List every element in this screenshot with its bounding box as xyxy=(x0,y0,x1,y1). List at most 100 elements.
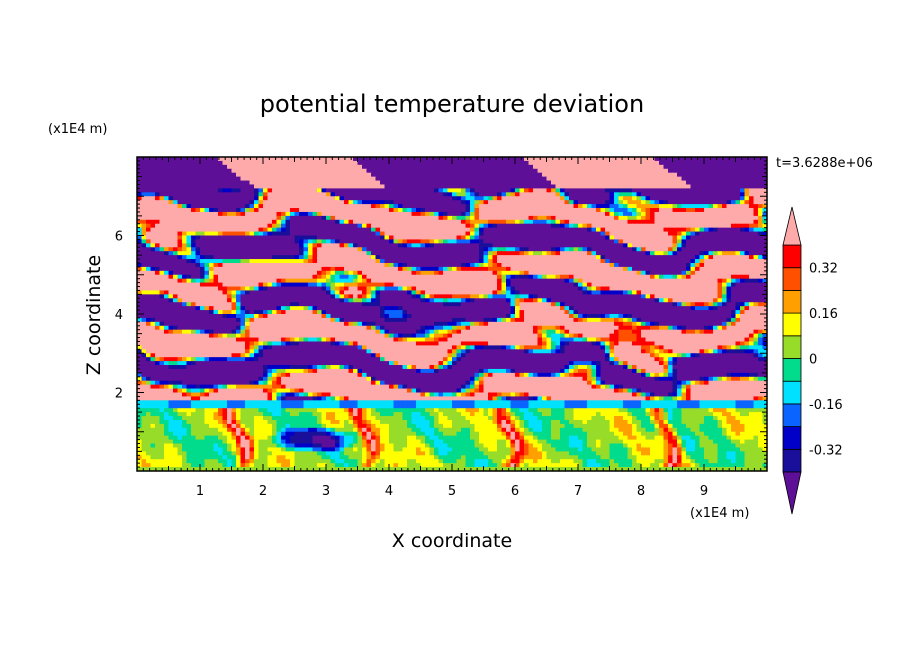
field-cell xyxy=(596,278,602,284)
field-cell xyxy=(537,219,543,225)
field-cell xyxy=(672,192,678,197)
field-cell xyxy=(591,176,597,182)
field-cell xyxy=(420,282,426,288)
field-cell xyxy=(672,204,678,209)
field-cell xyxy=(290,211,296,217)
field-cell xyxy=(573,157,579,162)
field-cell xyxy=(402,274,408,280)
field-cell xyxy=(366,231,372,237)
field-cell xyxy=(443,247,449,252)
field-cell xyxy=(407,168,413,174)
field-cell xyxy=(416,266,422,272)
field-cell xyxy=(587,259,593,264)
field-cell xyxy=(177,215,183,221)
field-cell xyxy=(758,227,764,233)
field-cell xyxy=(461,172,467,178)
field-cell xyxy=(699,262,705,268)
field-cell xyxy=(245,223,251,229)
field-cell xyxy=(668,262,674,268)
field-cell xyxy=(596,172,602,178)
field-cell xyxy=(654,160,660,166)
field-cell xyxy=(465,231,471,237)
field-cell xyxy=(254,255,260,260)
field-cell xyxy=(416,196,422,201)
field-cell xyxy=(506,282,512,288)
field-cell xyxy=(263,188,269,193)
field-cell xyxy=(254,270,260,276)
field-cell xyxy=(164,172,170,178)
field-cell xyxy=(335,211,341,217)
field-cell xyxy=(344,200,350,205)
field-cell xyxy=(299,208,305,213)
field-cell xyxy=(722,282,728,288)
field-cell xyxy=(182,164,188,170)
field-cell xyxy=(731,259,737,264)
field-cell xyxy=(425,290,431,295)
field-cell xyxy=(708,219,714,225)
field-cell xyxy=(650,208,656,213)
field-cell xyxy=(483,188,489,193)
field-cell xyxy=(155,211,161,217)
field-cell xyxy=(344,290,350,295)
field-cell xyxy=(578,211,584,217)
field-cell xyxy=(141,259,147,264)
field-cell xyxy=(488,282,494,288)
field-cell xyxy=(420,208,426,213)
field-cell xyxy=(699,251,705,256)
field-cell xyxy=(425,262,431,268)
field-cell xyxy=(762,227,767,233)
field-cell xyxy=(731,239,737,244)
field-cell xyxy=(281,219,287,225)
field-cell xyxy=(321,262,327,268)
field-cell xyxy=(209,294,215,299)
field-cell xyxy=(461,251,467,256)
field-cell xyxy=(465,251,471,256)
field-cell xyxy=(236,231,242,237)
field-cell xyxy=(663,235,669,241)
field-cell xyxy=(713,235,719,241)
field-cell xyxy=(375,266,381,272)
field-cell xyxy=(645,239,651,244)
field-cell xyxy=(326,243,332,248)
field-cell xyxy=(555,286,561,292)
field-cell xyxy=(492,231,498,237)
field-cell xyxy=(398,176,404,182)
field-cell xyxy=(555,168,561,174)
field-cell xyxy=(668,239,674,244)
field-cell xyxy=(470,278,476,284)
field-cell xyxy=(294,282,300,288)
field-cell xyxy=(425,231,431,237)
field-cell xyxy=(546,219,552,225)
field-cell xyxy=(182,204,188,209)
field-cell xyxy=(276,160,282,166)
field-cell xyxy=(236,266,242,272)
field-cell xyxy=(164,286,170,292)
field-cell xyxy=(641,262,647,268)
field-cell xyxy=(524,196,530,201)
field-cell xyxy=(663,184,669,189)
field-cell xyxy=(389,231,395,237)
field-cell xyxy=(578,231,584,237)
field-cell xyxy=(281,251,287,256)
field-cell xyxy=(528,204,534,209)
field-cell xyxy=(191,227,197,233)
field-cell xyxy=(560,262,566,268)
field-cell xyxy=(240,274,246,280)
field-cell xyxy=(609,235,615,241)
field-cell xyxy=(645,266,651,272)
field-cell xyxy=(281,204,287,209)
field-cell xyxy=(519,157,525,162)
field-cell xyxy=(497,219,503,225)
field-cell xyxy=(546,243,552,248)
field-cell xyxy=(479,247,485,252)
field-cell xyxy=(470,274,476,280)
field-cell xyxy=(447,247,453,252)
field-cell xyxy=(681,208,687,213)
field-cell xyxy=(690,204,696,209)
field-cell xyxy=(200,168,206,174)
field-cell xyxy=(236,282,242,288)
field-cell xyxy=(384,243,390,248)
field-cell xyxy=(731,180,737,186)
field-cell xyxy=(465,223,471,229)
field-cell xyxy=(254,274,260,280)
